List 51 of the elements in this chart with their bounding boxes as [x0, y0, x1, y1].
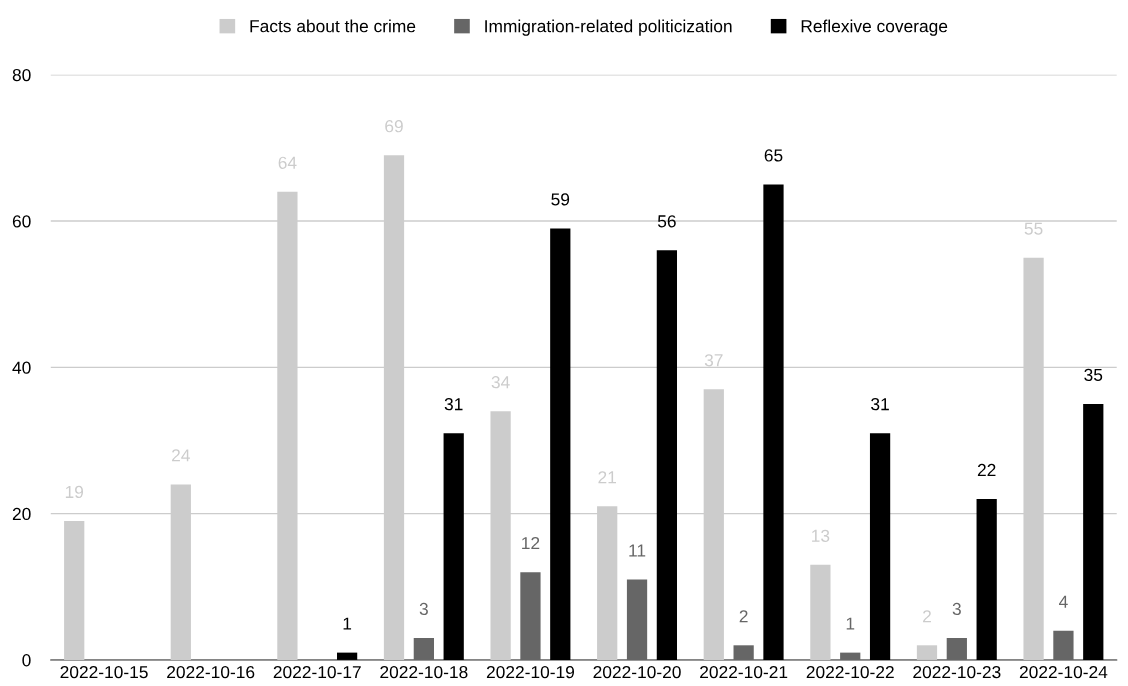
data-label: 56	[657, 215, 676, 228]
x-tick-label: 2022-10-19	[486, 665, 575, 679]
x-tick-label: 2022-10-22	[806, 665, 894, 679]
bar	[869, 433, 891, 660]
bar	[810, 564, 831, 660]
data-label: 1	[343, 617, 352, 630]
legend-label: Immigration-related politicization	[485, 19, 732, 36]
y-tick-label: 20	[12, 507, 31, 521]
data-label: 1	[846, 617, 855, 630]
bar	[1083, 403, 1104, 660]
x-tick-label: 2022-10-16	[167, 665, 255, 679]
x-tick-label: 2022-10-23	[913, 665, 1001, 679]
data-label: 35	[1084, 368, 1103, 382]
legend-label: Reflexive coverage	[801, 19, 948, 36]
bar	[336, 652, 358, 660]
data-label: 31	[444, 398, 463, 411]
data-label: 22	[977, 463, 996, 476]
data-label: 65	[764, 149, 783, 162]
bar	[550, 228, 571, 660]
x-tick-label: 2022-10-24	[1019, 665, 1108, 679]
data-label: 11	[629, 544, 646, 557]
y-tick-label: 60	[12, 215, 31, 228]
data-label: 4	[1058, 595, 1068, 608]
bar	[64, 520, 85, 660]
bar	[733, 645, 754, 660]
x-tick-label: 2022-10-21	[700, 665, 788, 679]
data-label: 59	[551, 193, 570, 206]
bar	[840, 652, 861, 660]
bar	[626, 579, 648, 660]
data-label: 12	[522, 536, 540, 550]
bar	[916, 645, 938, 660]
x-tick-label: 2022-10-20	[593, 665, 681, 679]
data-label: 3	[419, 602, 428, 616]
legend-label: Facts about the crime	[250, 19, 416, 33]
bar	[946, 637, 967, 660]
y-tick-label: 40	[12, 361, 31, 374]
bar	[1053, 630, 1074, 660]
bar	[443, 433, 464, 660]
bar	[656, 250, 678, 660]
y-tick-label: 0	[22, 654, 31, 667]
x-tick-label: 2022-10-18	[380, 665, 468, 679]
bar	[763, 184, 784, 660]
data-label: 2	[739, 610, 748, 623]
data-label: 3	[952, 602, 961, 616]
bar	[413, 637, 434, 660]
data-label: 31	[871, 398, 889, 411]
bar	[976, 499, 997, 660]
y-tick-label: 80	[12, 68, 31, 82]
x-tick-label: 2022-10-15	[60, 665, 148, 679]
bar	[520, 572, 541, 660]
x-tick-label: 2022-10-17	[273, 665, 361, 679]
